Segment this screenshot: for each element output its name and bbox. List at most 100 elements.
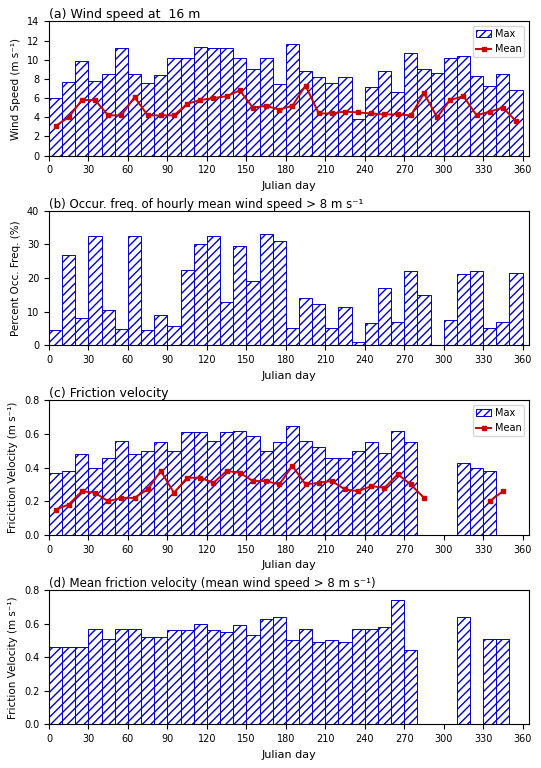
Bar (510, 273, 523, 346)
Bar (260, 618, 273, 724)
Bar (115, 329, 128, 346)
Bar (102, 310, 115, 346)
Bar (75, 454, 89, 535)
Bar (141, 83, 154, 156)
Bar (220, 48, 233, 156)
Bar (404, 442, 418, 535)
Bar (378, 452, 391, 535)
Bar (470, 76, 483, 156)
Bar (75, 647, 89, 724)
Bar (339, 77, 352, 156)
Bar (457, 462, 470, 535)
Bar (404, 271, 418, 346)
Y-axis label: Friciction Velocity (m s⁻¹): Friciction Velocity (m s⁻¹) (8, 402, 18, 533)
Bar (128, 74, 141, 156)
Bar (154, 315, 167, 346)
Bar (154, 637, 167, 724)
Bar (233, 58, 246, 156)
Bar (273, 617, 286, 724)
Bar (181, 631, 194, 724)
Bar (312, 304, 325, 346)
Bar (207, 48, 220, 156)
Bar (431, 73, 444, 156)
Bar (352, 119, 365, 156)
Bar (286, 45, 299, 156)
Bar (207, 236, 220, 346)
Bar (233, 625, 246, 724)
Text: (b) Occur. freq. of hourly mean wind speed > 8 m s⁻¹: (b) Occur. freq. of hourly mean wind spe… (49, 198, 364, 211)
X-axis label: Julian day: Julian day (262, 370, 316, 380)
Bar (128, 629, 141, 724)
Bar (339, 642, 352, 724)
Bar (312, 642, 325, 724)
Y-axis label: Wind Speed (m s⁻¹): Wind Speed (m s⁻¹) (11, 38, 21, 140)
Bar (75, 319, 89, 346)
Bar (496, 639, 510, 724)
Bar (299, 441, 312, 535)
Bar (233, 431, 246, 535)
Y-axis label: Friction Velocity (m s⁻¹): Friction Velocity (m s⁻¹) (8, 596, 18, 719)
Bar (115, 48, 128, 156)
Bar (365, 629, 378, 724)
Bar (391, 600, 404, 724)
Bar (154, 75, 167, 156)
Bar (483, 639, 496, 724)
Bar (299, 629, 312, 724)
Bar (246, 69, 260, 156)
Bar (391, 431, 404, 535)
Bar (220, 432, 233, 535)
Bar (194, 244, 207, 346)
Bar (194, 624, 207, 724)
Bar (102, 458, 115, 535)
Bar (246, 435, 260, 535)
Bar (102, 74, 115, 156)
Bar (207, 631, 220, 724)
Bar (378, 71, 391, 156)
Bar (246, 635, 260, 724)
Bar (89, 236, 102, 346)
X-axis label: Julian day: Julian day (262, 181, 316, 191)
Text: (d) Mean friction velocity (mean wind speed > 8 m s⁻¹): (d) Mean friction velocity (mean wind sp… (49, 577, 375, 590)
Bar (404, 650, 418, 724)
Bar (365, 323, 378, 346)
Bar (167, 631, 181, 724)
Bar (49, 472, 62, 535)
Bar (89, 468, 102, 535)
Text: (a) Wind speed at  16 m: (a) Wind speed at 16 m (49, 8, 200, 22)
Bar (62, 254, 75, 346)
Legend: Max, Mean: Max, Mean (473, 406, 524, 436)
Bar (181, 432, 194, 535)
Bar (483, 85, 496, 156)
Bar (391, 92, 404, 156)
Bar (260, 58, 273, 156)
Bar (181, 58, 194, 156)
Bar (365, 87, 378, 156)
Bar (470, 468, 483, 535)
Bar (325, 83, 339, 156)
Bar (194, 432, 207, 535)
Bar (404, 53, 418, 156)
Bar (325, 458, 339, 535)
Bar (62, 81, 75, 156)
Bar (167, 326, 181, 346)
X-axis label: Julian day: Julian day (262, 560, 316, 570)
Bar (510, 91, 523, 156)
Bar (391, 322, 404, 346)
X-axis label: Julian day: Julian day (262, 750, 316, 760)
Bar (273, 442, 286, 535)
Bar (115, 441, 128, 535)
Y-axis label: Percent Occ. Freq. (%): Percent Occ. Freq. (%) (11, 220, 21, 336)
Bar (418, 69, 431, 156)
Bar (154, 442, 167, 535)
Bar (273, 241, 286, 346)
Bar (496, 74, 510, 156)
Bar (299, 71, 312, 156)
Bar (141, 637, 154, 724)
Bar (457, 56, 470, 156)
Bar (75, 61, 89, 156)
Bar (89, 81, 102, 156)
Bar (365, 442, 378, 535)
Bar (181, 270, 194, 346)
Bar (339, 458, 352, 535)
Bar (352, 342, 365, 346)
